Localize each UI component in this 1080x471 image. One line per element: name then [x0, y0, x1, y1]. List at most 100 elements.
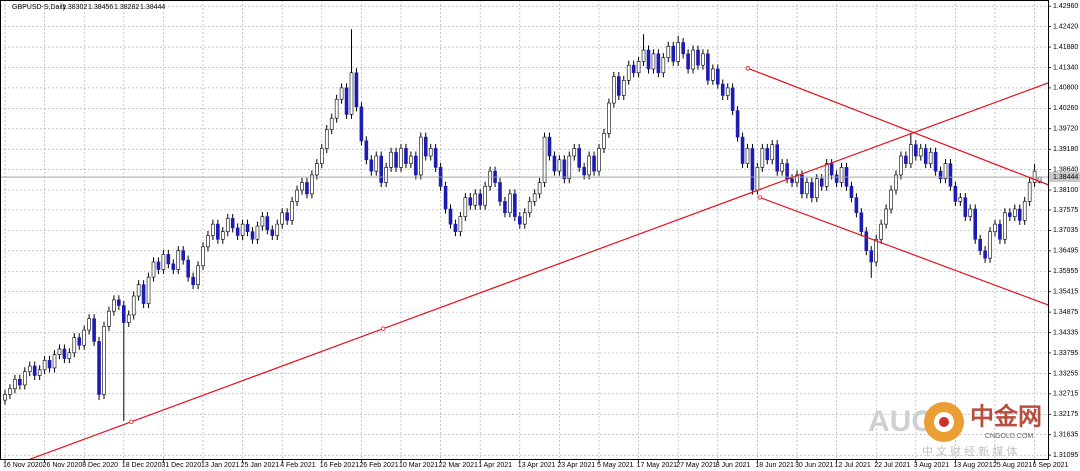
candle-body [913, 144, 918, 157]
candle-body [552, 155, 557, 172]
candle-body [666, 45, 671, 58]
y-tick-label: 1.34335 [1053, 329, 1078, 336]
candle-body [468, 197, 473, 206]
x-tick-label: 1 Apr 2021 [478, 462, 512, 469]
candle-body [389, 151, 393, 168]
candle-body [686, 53, 690, 70]
candle-body [760, 148, 765, 168]
candle-body [305, 182, 309, 195]
candle-body [839, 167, 844, 183]
y-tick-label: 1.31095 [1053, 452, 1078, 459]
candle-body [270, 229, 275, 236]
candle-body [47, 360, 52, 369]
candle-body [626, 64, 631, 81]
candle-body [428, 148, 433, 157]
candle-body [409, 155, 413, 164]
candle-body [216, 223, 220, 240]
x-tick-label: 25 Jan 2021 [241, 462, 280, 469]
candle-body [691, 49, 695, 70]
candle-body [597, 148, 601, 172]
candle-body [42, 360, 47, 371]
x-tick-label: 31 Dec 2020 [161, 462, 201, 469]
candle-body [938, 170, 943, 180]
candle-body [785, 163, 789, 180]
y-tick-label: 1.38640 [1053, 166, 1078, 173]
candle-body [319, 148, 324, 164]
candle-body [998, 223, 1002, 240]
candle-body [201, 246, 205, 267]
y-tick-label: 1.32175 [1053, 411, 1078, 418]
y-tick-label: 1.32715 [1053, 391, 1078, 398]
candle-body [72, 337, 77, 354]
candle-body [834, 174, 839, 183]
x-tick-label: 22 Jul 2021 [874, 462, 910, 469]
candle-body [122, 305, 126, 323]
candle-body [899, 155, 903, 176]
candle-body [126, 314, 131, 323]
candle-body [706, 53, 710, 81]
candle-body [537, 182, 542, 195]
candle-body [696, 49, 700, 66]
candle-body [265, 216, 270, 231]
candle-body [240, 223, 245, 236]
candle-body [869, 250, 874, 263]
candle-body [285, 212, 289, 221]
candle-body [1008, 212, 1012, 217]
candle-body [958, 197, 963, 202]
candle-body [849, 185, 854, 198]
candle-body [854, 197, 859, 214]
header: GBPUSD-S,Daily 1.38302 1.38456 1.38282 1… [12, 4, 165, 11]
candle-body [52, 354, 57, 369]
candle-body [176, 250, 181, 270]
candle-body [740, 136, 745, 164]
candle-body [339, 87, 344, 100]
candle-body [206, 235, 210, 248]
candle-body [329, 117, 334, 130]
quote-high: 1.38456 [88, 4, 113, 11]
candle-body [27, 365, 32, 373]
y-tick-label: 1.34875 [1053, 309, 1078, 316]
candle-body [508, 193, 512, 214]
y-tick-label: 1.36495 [1053, 248, 1078, 255]
candle-body [513, 193, 517, 217]
candle-body [527, 201, 532, 214]
candle-body [394, 151, 398, 168]
candle-body [730, 87, 735, 111]
candle-body [567, 155, 572, 180]
candle-body [978, 238, 982, 251]
watermark: AUG 中金网 CNGOLD.COM 中 文 财 经 新 媒 体 [868, 402, 1042, 458]
y-tick-label: 1.42960 [1053, 3, 1078, 10]
candle-body [498, 182, 502, 202]
x-tick-label: 18 Jun 2021 [755, 462, 794, 469]
candle-body [592, 155, 596, 172]
candle-body [151, 261, 156, 278]
candle-body [582, 167, 586, 176]
y-tick-label: 1.35415 [1053, 289, 1078, 296]
watermark-text: AUG [868, 405, 935, 438]
watermark-site: CNGOLD.COM [985, 433, 1033, 440]
candle-body [636, 61, 641, 74]
candle-body [770, 144, 775, 161]
candle-body [973, 208, 978, 240]
trend-line [747, 67, 1048, 186]
candle-body [310, 174, 314, 195]
candle-body [102, 326, 106, 395]
candle-body [374, 155, 379, 172]
candle-body [572, 148, 577, 157]
y-tick-label: 1.38100 [1053, 187, 1078, 194]
candle-body [988, 231, 992, 259]
candle-body [795, 174, 799, 183]
candle-body [884, 208, 888, 225]
candle-body [225, 218, 230, 233]
y-tick-label: 1.40800 [1053, 85, 1078, 92]
candle-body [948, 163, 953, 187]
candle-body [458, 216, 463, 233]
candle-body [473, 193, 478, 206]
candle-body [1012, 208, 1017, 217]
x-tick-label: 13 Apr 2021 [518, 462, 556, 469]
candle-body [384, 167, 388, 183]
candle-body [399, 148, 403, 168]
candle-body [448, 208, 453, 225]
candle-body [542, 136, 547, 183]
